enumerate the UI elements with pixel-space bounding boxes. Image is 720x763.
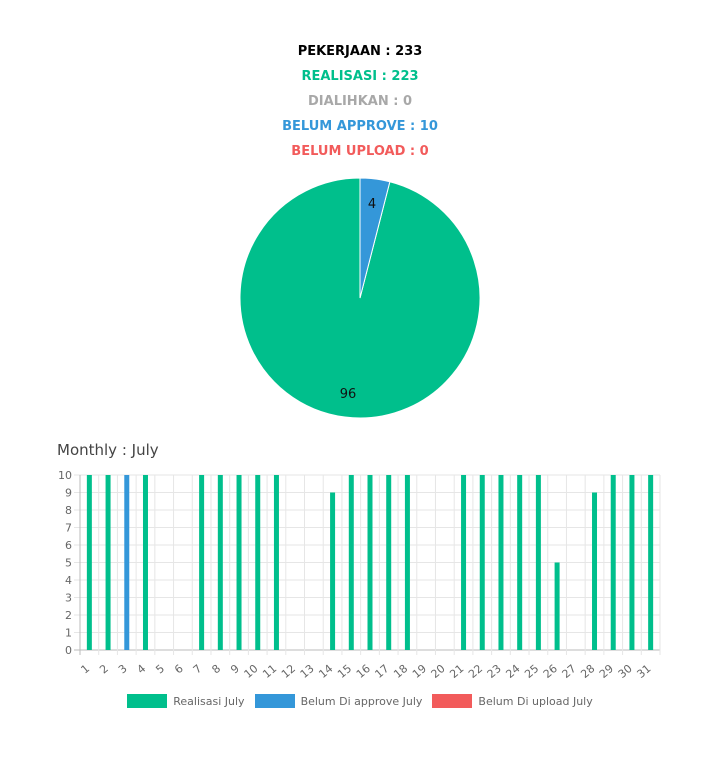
x-tick-label: 28: [578, 662, 597, 681]
legend-item-0[interactable]: Realisasi July: [127, 694, 245, 708]
x-tick-label: 21: [447, 662, 466, 681]
x-tick-label: 16: [354, 662, 373, 681]
bar-0-28: [592, 492, 598, 650]
x-tick-label: 5: [153, 662, 167, 676]
pie-label-0: 96: [340, 387, 357, 402]
x-tick-label: 12: [279, 662, 298, 681]
y-tick-label: 6: [65, 539, 72, 552]
x-tick-label: 26: [541, 662, 560, 681]
bar-0-8: [217, 475, 223, 650]
y-tick-label: 10: [58, 469, 72, 482]
belum-approve-stat: BELUM APPROVE : 10: [282, 119, 438, 134]
x-tick-label: 24: [503, 662, 522, 681]
legend-item-2[interactable]: Belum Di upload July: [432, 694, 593, 708]
x-tick-label: 14: [316, 662, 335, 681]
x-tick-label: 3: [116, 662, 130, 676]
y-tick-label: 3: [65, 592, 72, 605]
x-tick-label: 13: [298, 662, 317, 681]
legend-swatch: [254, 694, 295, 708]
bar-0-24: [517, 475, 523, 650]
bar-0-10: [255, 475, 261, 650]
y-tick-label: 9: [65, 487, 72, 500]
bar-0-21: [461, 475, 467, 650]
x-tick-label: 18: [391, 662, 410, 681]
monthly-title: Monthly : July: [57, 441, 159, 459]
legend-item-1[interactable]: Belum Di approve July: [254, 694, 423, 708]
bar-0-26: [554, 562, 560, 650]
bar-0-1: [86, 475, 92, 650]
belum-upload-stat: BELUM UPLOAD : 0: [291, 144, 429, 159]
y-tick-label: 7: [65, 522, 72, 535]
legend-label: Realisasi July: [173, 694, 245, 708]
summary-stats: PEKERJAAN : 233 REALISASI : 223 DIALIHKA…: [0, 42, 720, 167]
dialihkan-stat: DIALIHKAN : 0: [308, 94, 412, 109]
y-tick-label: 2: [65, 609, 72, 622]
pie-slice-1: [359, 177, 391, 299]
y-tick-label: 8: [65, 504, 72, 517]
x-tick-label: 7: [191, 662, 205, 676]
y-tick-label: 5: [65, 557, 72, 570]
legend-label: Belum Di upload July: [478, 694, 593, 708]
bar-1-3: [124, 475, 130, 650]
x-tick-label: 30: [616, 662, 635, 681]
bar-0-2: [105, 475, 111, 650]
pie-chart: 96 4: [239, 177, 481, 419]
bar-0-23: [498, 475, 504, 650]
pie-label-1: 4: [368, 197, 376, 212]
x-tick-label: 19: [410, 662, 429, 681]
x-tick-label: 22: [466, 662, 485, 681]
x-tick-label: 27: [560, 662, 579, 681]
y-tick-label: 1: [65, 627, 72, 640]
bar-0-7: [199, 475, 205, 650]
bar-legend: Realisasi July Belum Di approve July Belum…: [0, 694, 720, 708]
x-tick-label: 8: [209, 662, 223, 676]
bar-0-25: [535, 475, 541, 650]
x-tick-label: 4: [135, 662, 149, 676]
bar-0-18: [404, 475, 410, 650]
x-tick-label: 20: [429, 662, 448, 681]
bar-0-30: [629, 475, 635, 650]
bar-0-14: [330, 492, 336, 650]
bar-0-4: [142, 475, 148, 650]
y-tick-label: 4: [65, 574, 72, 587]
x-tick-label: 11: [260, 662, 279, 681]
bar-0-22: [479, 475, 485, 650]
legend-label: Belum Di approve July: [300, 694, 423, 708]
legend-swatch: [127, 694, 168, 708]
legend-swatch: [432, 694, 473, 708]
bar-0-15: [348, 475, 354, 650]
bar-0-17: [386, 475, 392, 650]
x-tick-label: 17: [372, 662, 391, 681]
x-tick-label: 2: [97, 662, 111, 676]
bar-0-16: [367, 475, 373, 650]
x-tick-label: 23: [485, 662, 504, 681]
bar-0-9: [236, 475, 242, 650]
x-tick-label: 9: [228, 662, 242, 676]
x-tick-label: 10: [242, 662, 261, 681]
x-tick-label: 15: [335, 662, 354, 681]
bar-0-31: [648, 475, 654, 650]
pekerjaan-stat: PEKERJAAN : 233: [297, 44, 423, 59]
y-tick-label: 0: [65, 644, 72, 657]
realisasi-stat: REALISASI : 223: [301, 69, 419, 84]
x-tick-label: 6: [172, 662, 186, 676]
x-tick-label: 1: [79, 662, 93, 676]
x-tick-label: 29: [597, 662, 616, 681]
x-tick-label: 31: [634, 662, 653, 681]
bar-0-29: [610, 475, 616, 650]
bar-0-11: [273, 475, 279, 650]
x-tick-label: 25: [522, 662, 541, 681]
